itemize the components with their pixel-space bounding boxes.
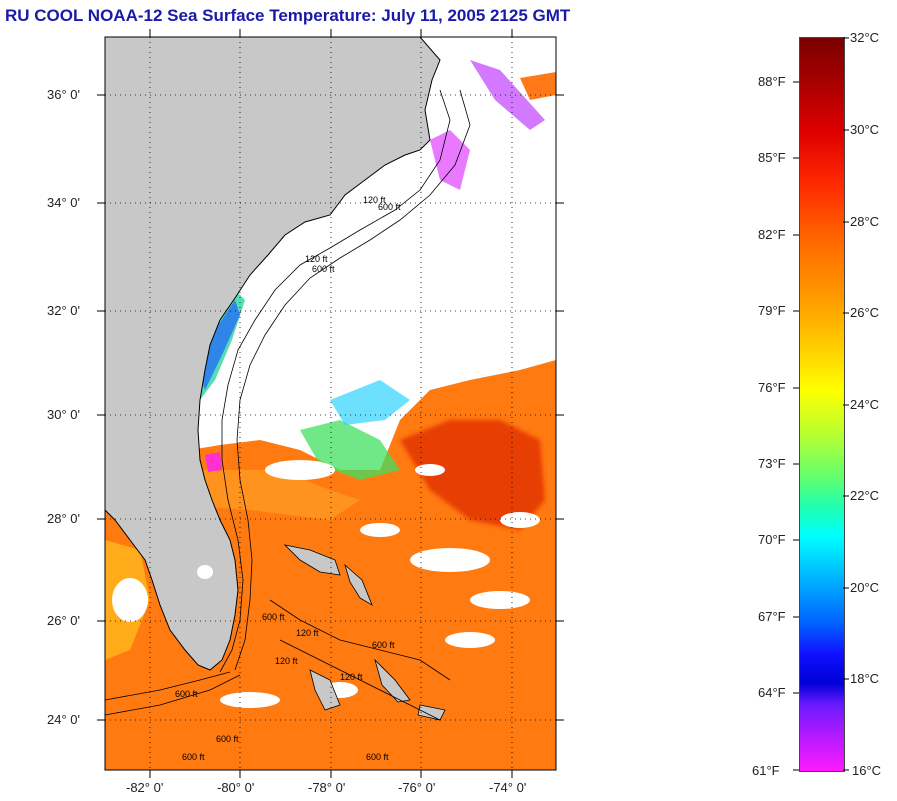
contour-label: 600 ft — [182, 752, 205, 762]
colorbar-celsius-label: 26°C — [850, 305, 880, 320]
colorbar-celsius-label: 20°C — [850, 580, 880, 595]
colorbar-celsius-label: 28°C — [850, 214, 880, 229]
contour-label: 120 ft — [363, 195, 386, 205]
lat-label: 26° 0' — [47, 613, 80, 628]
colorbar-fahrenheit-label: 76°F — [758, 380, 786, 395]
sst-cyan-scatter — [330, 380, 410, 425]
contour-label: 120 ft — [275, 656, 298, 666]
sst-hot-core — [400, 420, 545, 530]
lat-label: 28° 0' — [47, 511, 80, 526]
colorbar-fahrenheit-label: 64°F — [758, 685, 786, 700]
colorbar-fahrenheit-label: 85°F — [758, 150, 786, 165]
colorbar-celsius-label: 24°C — [850, 397, 880, 412]
colorbar-fahrenheit-label: 61°F — [752, 763, 780, 778]
lon-label: -82° 0' — [126, 780, 164, 795]
contour-label: 600 ft — [372, 640, 395, 650]
colorbar-celsius-label: 18°C — [850, 671, 880, 686]
cloud-patches — [112, 460, 540, 708]
depth-contours — [105, 89, 471, 721]
lon-label: -76° 0' — [398, 780, 436, 795]
colorbar-celsius-label: 30°C — [850, 122, 880, 137]
lat-label: 36° 0' — [47, 87, 80, 102]
contour-label: 600 ft — [216, 734, 239, 744]
axis-ticks — [97, 29, 564, 778]
us-landmass — [105, 37, 441, 671]
contour-label: 600 ft — [175, 689, 198, 699]
sst-coastal-filament-ne — [470, 60, 545, 130]
colorbar-fahrenheit-label: 67°F — [758, 609, 786, 624]
lon-label: -74° 0' — [489, 780, 527, 795]
lon-label: -78° 0' — [308, 780, 346, 795]
sst-coastal-filament-nc — [430, 130, 470, 190]
sst-gulf-stream-north — [520, 72, 556, 100]
colorbar-celsius-label: 22°C — [850, 488, 880, 503]
lon-label: -80° 0' — [217, 780, 255, 795]
map-title: RU COOL NOAA-12 Sea Surface Temperature:… — [5, 6, 571, 25]
contour-label: 600 ft — [312, 264, 335, 274]
colorbar-celsius-label: 16°C — [852, 763, 882, 778]
colorbar-fahrenheit-label: 79°F — [758, 303, 786, 318]
sst-magenta-spot — [205, 452, 222, 472]
lat-label: 24° 0' — [47, 712, 80, 727]
bahamas-islands — [283, 544, 446, 721]
contour-label: 120 ft — [296, 628, 319, 638]
contour-label: 120 ft — [305, 254, 328, 264]
colorbar-fahrenheit-label: 88°F — [758, 74, 786, 89]
lat-label: 32° 0' — [47, 303, 80, 318]
colorbar-fahrenheit-label: 73°F — [758, 456, 786, 471]
contour-label: 600 ft — [366, 752, 389, 762]
contour-label: 120 ft — [340, 672, 363, 682]
graticule — [105, 37, 556, 770]
lake-okeechobee — [197, 565, 213, 579]
colorbar-fahrenheit-label: 82°F — [758, 227, 786, 242]
contour-label: 600 ft — [262, 612, 285, 622]
lat-label: 30° 0' — [47, 407, 80, 422]
contour-label: 600 ft — [378, 202, 401, 212]
lat-label: 34° 0' — [47, 195, 80, 210]
colorbar-fahrenheit-label: 70°F — [758, 532, 786, 547]
colorbar-celsius-label: 32°C — [850, 30, 880, 45]
sst-coastal-filament-ga-blue — [200, 300, 240, 390]
